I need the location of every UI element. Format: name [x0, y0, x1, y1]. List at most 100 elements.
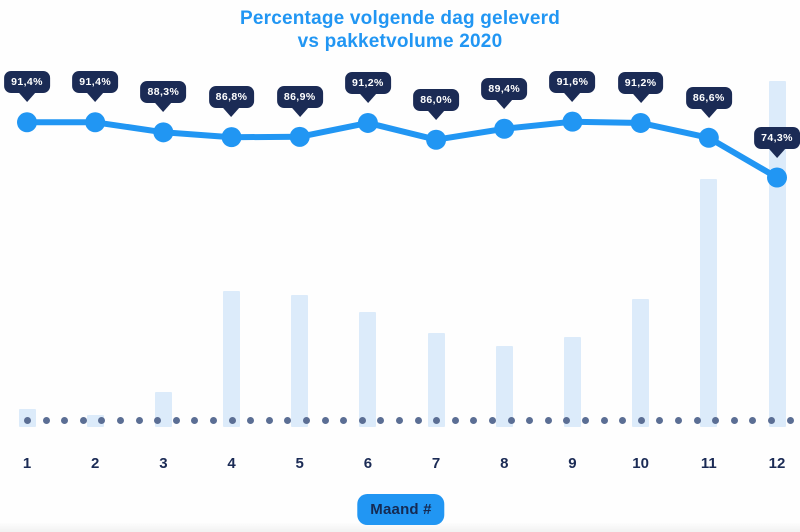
chart-title: Percentage volgende dag geleverd vs pakk…	[0, 7, 800, 53]
baseline-dot	[265, 416, 273, 424]
value-label-tooltip: 74,3%	[754, 126, 800, 158]
data-point-marker	[153, 122, 174, 143]
value-label-tooltip: 86,8%	[208, 86, 255, 118]
tooltip-pointer	[496, 99, 513, 109]
data-point-marker	[289, 126, 310, 147]
baseline-dot	[582, 416, 589, 424]
baseline-dot	[284, 416, 292, 424]
volume-bar	[427, 332, 445, 427]
baseline-dot	[135, 416, 143, 424]
baseline-dot	[768, 416, 775, 424]
baseline-dot	[340, 416, 348, 424]
x-axis-tick-label: 2	[91, 455, 100, 472]
tooltip-pointer	[632, 93, 649, 103]
tooltip-pointer	[428, 110, 445, 120]
x-axis-tick-label: 4	[227, 455, 236, 472]
value-label-tooltip: 91,4%	[72, 71, 119, 103]
volume-bar	[359, 312, 377, 427]
data-point-marker	[426, 129, 447, 150]
baseline-dot	[451, 416, 459, 424]
baseline-dot	[98, 416, 106, 424]
baseline-dot	[414, 416, 422, 424]
x-axis-tick-label: 12	[768, 455, 786, 472]
x-axis-tick-label: 1	[22, 455, 32, 472]
baseline-dot	[563, 416, 571, 424]
baseline-dot	[637, 416, 645, 424]
volume-bar	[223, 291, 241, 427]
value-label-tooltip: 91,2%	[345, 71, 391, 103]
tooltip-pointer	[155, 103, 172, 113]
month-axis-badge: Maand #	[357, 494, 445, 525]
tooltip-pointer	[19, 93, 35, 103]
trend-line	[24, 118, 780, 181]
data-point-marker	[767, 167, 787, 188]
data-point-marker	[85, 112, 106, 133]
value-label-tooltip: 86,6%	[685, 86, 732, 118]
x-axis-tick-label: 8	[500, 455, 509, 472]
baseline-dot	[619, 416, 627, 424]
baseline-dot	[303, 416, 310, 424]
baseline-dot	[730, 416, 738, 424]
baseline-dot	[693, 416, 701, 424]
baseline-dot	[210, 416, 217, 424]
chart-title-line2: vs pakketvolume 2020	[297, 31, 503, 52]
baseline-dot	[228, 416, 236, 424]
baseline-dot	[526, 416, 534, 424]
tooltip-pointer	[87, 93, 104, 103]
x-axis-tick-label: 5	[295, 455, 304, 472]
volume-bar	[495, 346, 513, 427]
value-label-tooltip: 86,9%	[276, 85, 323, 117]
x-axis-tick-label: 6	[363, 455, 373, 472]
baseline-dot	[154, 416, 162, 424]
value-label-tooltip: 89,4%	[481, 77, 528, 109]
baseline-dot	[675, 416, 682, 424]
value-label-tooltip: 86,0%	[413, 88, 459, 120]
baseline-dot	[191, 416, 199, 424]
tooltip-pointer	[769, 148, 785, 158]
baseline-dot	[172, 416, 180, 424]
data-point-marker	[221, 127, 242, 148]
tooltip-pointer	[700, 108, 717, 118]
baseline-dot	[42, 416, 50, 424]
baseline-dot	[79, 416, 87, 424]
volume-bar	[563, 337, 581, 427]
data-point-marker	[17, 112, 37, 133]
baseline-dot	[24, 416, 31, 424]
data-point-marker	[357, 112, 378, 133]
baseline-dot	[396, 416, 403, 424]
value-label-tooltip: 91,4%	[4, 71, 50, 103]
value-label-tooltip: 91,6%	[549, 70, 596, 102]
data-point-marker	[698, 127, 719, 148]
volume-bar	[632, 298, 650, 427]
x-axis-tick-label: 9	[568, 455, 577, 472]
tooltip-pointer	[564, 92, 581, 102]
data-point-marker	[630, 112, 651, 133]
value-label-tooltip: 88,3%	[140, 81, 187, 113]
data-point-marker	[562, 111, 583, 132]
bottom-edge-fade	[0, 522, 800, 532]
baseline-dot	[377, 416, 385, 424]
volume-bar	[700, 178, 718, 427]
data-point-marker	[494, 118, 515, 139]
baseline-dot	[786, 416, 794, 424]
baseline-dot	[470, 416, 478, 424]
baseline-dot	[61, 416, 69, 424]
baseline-dot	[544, 416, 552, 424]
tooltip-pointer	[291, 107, 308, 117]
baseline-dot	[749, 416, 757, 424]
chart-title-line1: Percentage volgende dag geleverd	[239, 8, 560, 29]
baseline-dot	[117, 416, 124, 424]
baseline-dot	[321, 416, 329, 424]
baseline-dot	[489, 416, 496, 424]
value-label-tooltip: 91,2%	[617, 71, 664, 103]
baseline-dot	[656, 416, 664, 424]
x-axis-tick-label: 10	[632, 455, 649, 472]
tooltip-pointer	[359, 93, 376, 103]
baseline-dot	[600, 416, 608, 424]
x-axis-tick-label: 7	[431, 455, 441, 472]
baseline-dot	[507, 416, 515, 424]
volume-bar	[291, 294, 309, 427]
x-axis-tick-label: 3	[159, 455, 168, 472]
